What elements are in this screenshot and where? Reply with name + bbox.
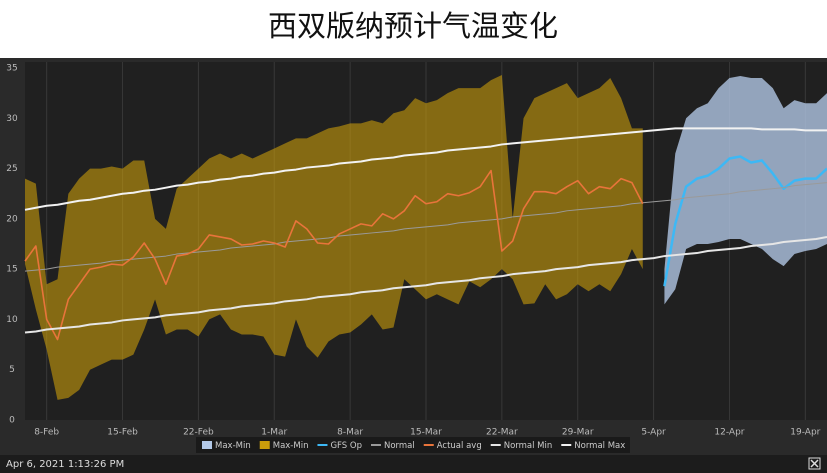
- legend-item: Normal Min: [490, 441, 553, 451]
- series-line: [24, 235, 827, 334]
- x-tick-label: 29-Mar: [562, 428, 594, 438]
- close-icon[interactable]: [808, 457, 821, 470]
- legend-label: Normal Min: [504, 441, 553, 451]
- series-line: [24, 182, 827, 272]
- x-tick-label: 8-Mar: [337, 428, 363, 438]
- legend-swatch: [259, 441, 270, 449]
- x-tick-label: 19-Apr: [790, 428, 820, 438]
- y-tick-label: 5: [9, 365, 15, 375]
- legend-item: Max-Min: [259, 441, 309, 451]
- x-tick-label: 1-Mar: [261, 428, 287, 438]
- x-tick-label: 22-Mar: [486, 428, 518, 438]
- legend-item: Max-Min: [202, 441, 251, 451]
- legend-label: Max-Min: [215, 441, 251, 451]
- legend-item: Normal: [370, 441, 415, 451]
- x-tick-label: 15-Feb: [107, 428, 138, 438]
- legend: Max-Min Max-Min GFS Op Normal Actual avg Norm…: [202, 441, 625, 451]
- x-tick-label: 15-Mar: [410, 428, 442, 438]
- x-tick-label: 22-Feb: [183, 428, 214, 438]
- x-tick-label: 8-Feb: [34, 428, 59, 438]
- legend-item: Actual avg: [423, 441, 482, 451]
- legend-label: Normal: [384, 441, 415, 451]
- legend-swatch: [202, 441, 212, 449]
- y-tick-label: 35: [6, 64, 17, 74]
- series-line: [24, 127, 827, 211]
- footer-bar: [0, 455, 827, 473]
- y-tick-label: 25: [6, 164, 17, 174]
- marks-layer: [24, 75, 827, 400]
- y-tick-label: 30: [6, 114, 18, 124]
- close-icon-cross[interactable]: [810, 459, 819, 468]
- legend-label: Actual avg: [437, 441, 482, 451]
- y-tick-label: 0: [9, 416, 15, 426]
- range-area: [664, 76, 827, 305]
- series-line: [24, 169, 644, 341]
- chart-title: 西双版纳预计气温变化: [268, 9, 558, 43]
- title-background: [0, 0, 827, 58]
- x-tick-label: 5-Apr: [641, 428, 666, 438]
- legend-label: Normal Max: [574, 441, 625, 451]
- legend-background: [196, 437, 630, 453]
- y-tick-label: 20: [6, 214, 18, 224]
- axes-layer: 0 5 10 15 20 25 30 35 8-Feb 15-Feb 22-Feb 1-Mar 8-Ma…: [6, 64, 820, 438]
- legend-label: GFS Op: [330, 441, 362, 451]
- series-line: [663, 155, 827, 287]
- legend-item: Normal Max: [561, 441, 625, 451]
- y-tick-label: 10: [6, 315, 18, 325]
- legend-label: Max-Min: [273, 441, 309, 451]
- close-icon-box[interactable]: [808, 457, 821, 470]
- y-tick-label: 15: [6, 265, 17, 275]
- legend-item: GFS Op: [317, 441, 362, 451]
- footer-timestamp: Apr 6, 2021 1:13:26 PM: [6, 459, 124, 470]
- x-tick-label: 12-Apr: [714, 428, 744, 438]
